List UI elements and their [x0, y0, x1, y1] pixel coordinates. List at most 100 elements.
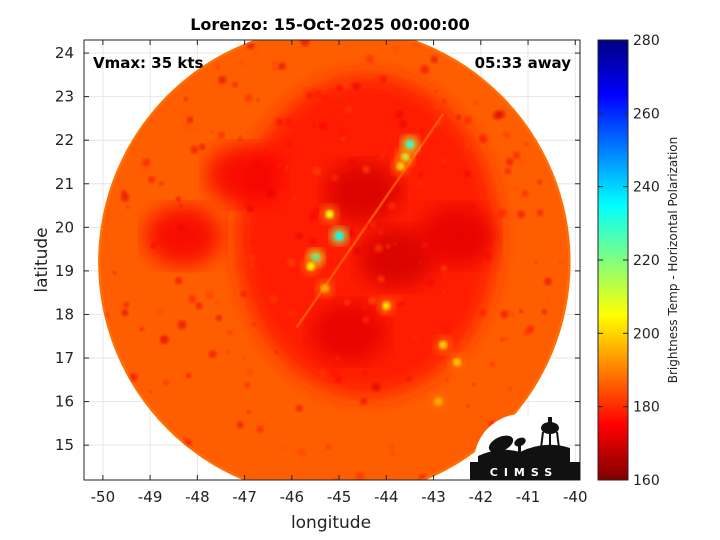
texture-speckle	[148, 176, 155, 184]
texture-speckle	[466, 404, 470, 408]
texture-speckle	[286, 142, 292, 147]
y-tick-label: 19	[55, 262, 74, 280]
colorbar-tick-label: 220	[633, 253, 660, 269]
texture-speckle	[218, 131, 226, 139]
plot-frame	[83, 39, 581, 481]
texture-speckle	[112, 270, 117, 275]
texture-speckle	[460, 317, 467, 324]
texture-speckle	[355, 472, 365, 480]
texture-speckle	[331, 174, 339, 182]
colorbar-label: Brightness Temp - Horizontal Polarizatio…	[666, 137, 680, 384]
texture-speckle	[534, 260, 539, 265]
texture-speckle	[430, 55, 438, 64]
texture-speckle	[388, 444, 395, 451]
y-tick-label: 20	[55, 218, 74, 236]
cold-region	[357, 227, 434, 288]
texture-speckle	[312, 124, 316, 128]
y-tick-label: 15	[55, 436, 74, 454]
texture-speckle	[198, 143, 206, 151]
cold-region	[145, 206, 222, 267]
texture-speckle	[362, 244, 367, 250]
texture-speckle	[278, 62, 286, 71]
texture-speckle	[443, 257, 448, 262]
texture-speckle	[288, 309, 297, 319]
texture-speckle	[357, 187, 364, 194]
texture-speckle	[460, 340, 466, 345]
texture-speckle	[232, 81, 238, 88]
texture-speckle	[438, 254, 445, 261]
texture-speckle	[492, 110, 502, 120]
texture-speckle	[186, 372, 192, 379]
texture-speckle	[177, 223, 185, 231]
texture-speckle	[483, 252, 492, 261]
y-axis-ticks: 15 16 17 18 19 20 21 22 23 24	[55, 44, 580, 454]
texture-speckle	[300, 40, 305, 42]
feature-core	[453, 358, 462, 367]
intensity-annotation: Vmax: 35 kts	[93, 54, 203, 72]
texture-speckle	[393, 294, 403, 304]
texture-speckle	[190, 145, 199, 154]
texture-speckle	[339, 127, 347, 136]
texture-speckle	[508, 310, 516, 318]
cimss-logo: CIMSS	[470, 414, 580, 480]
y-tick-label: 21	[55, 175, 74, 193]
texture-speckle	[421, 241, 429, 249]
texture-speckle	[545, 298, 550, 303]
texture-speckle	[188, 295, 197, 303]
texture-speckle	[225, 349, 230, 354]
texture-speckle	[310, 237, 317, 245]
texture-speckle	[362, 316, 370, 324]
texture-speckle	[513, 185, 519, 191]
texture-speckle	[414, 180, 424, 190]
texture-speckle	[306, 91, 314, 100]
texture-speckle	[507, 386, 513, 392]
texture-speckle	[523, 141, 529, 147]
texture-speckle	[186, 243, 192, 249]
x-tick-label: -49	[138, 488, 163, 506]
texture-speckle	[503, 131, 511, 139]
texture-speckle	[521, 190, 529, 197]
texture-speckle	[247, 127, 255, 136]
texture-speckle	[512, 151, 521, 159]
texture-speckle	[215, 314, 223, 322]
texture-speckle	[406, 376, 412, 382]
texture-speckle	[479, 134, 488, 143]
texture-speckle	[493, 241, 500, 249]
texture-speckle	[239, 60, 245, 66]
texture-speckle	[182, 86, 191, 95]
texture-speckle	[208, 350, 217, 359]
texture-speckle	[182, 122, 191, 131]
cold-region	[206, 145, 283, 206]
texture-speckle	[409, 333, 414, 338]
texture-speckle	[237, 135, 244, 142]
texture-speckle	[154, 306, 164, 315]
cold-region	[419, 206, 496, 267]
texture-speckle	[442, 290, 446, 294]
swath-inner-region	[237, 76, 498, 397]
texture-speckle	[159, 181, 164, 186]
texture-speckle	[418, 261, 422, 265]
texture-speckle	[347, 229, 355, 237]
texture-speckle	[184, 268, 191, 275]
texture-speckle	[266, 87, 271, 92]
texture-speckle	[276, 118, 283, 126]
x-tick-label: -40	[563, 488, 588, 506]
texture-speckle	[254, 162, 259, 167]
texture-speckle	[519, 196, 524, 200]
x-axis-ticks: -50 -49 -48 -47 -46 -45 -44 -43 -42 -41 -40	[91, 40, 588, 506]
texture-speckle	[472, 99, 479, 106]
x-tick-label: -48	[185, 488, 210, 506]
chart-title: Lorenzo: 15-Oct-2025 00:00:00	[190, 15, 470, 34]
texture-speckle	[472, 382, 476, 387]
texture-speckle	[498, 209, 507, 218]
texture-speckle	[236, 421, 244, 429]
x-tick-label: -42	[469, 488, 494, 506]
colorbar-tick-label: 180	[633, 400, 660, 416]
texture-speckle	[519, 308, 524, 314]
texture-speckle	[544, 277, 552, 286]
texture-speckle	[442, 99, 447, 104]
texture-speckle	[295, 404, 303, 412]
texture-speckle	[457, 234, 461, 238]
y-tick-label: 18	[55, 305, 74, 323]
